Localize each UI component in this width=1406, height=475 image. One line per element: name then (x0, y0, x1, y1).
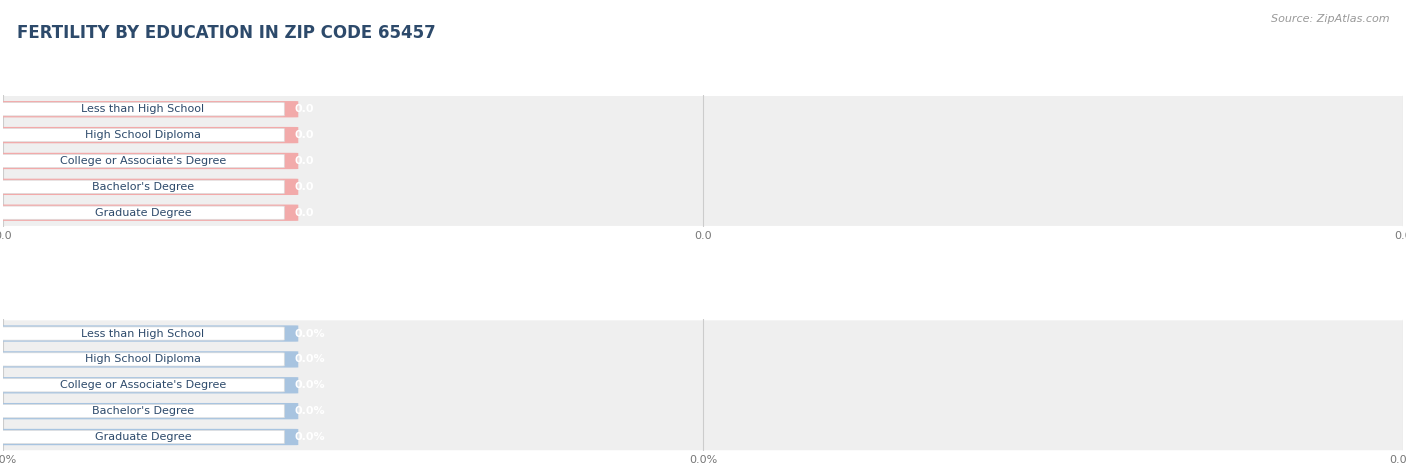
FancyBboxPatch shape (1, 327, 284, 340)
FancyBboxPatch shape (1, 180, 284, 193)
Text: Graduate Degree: Graduate Degree (94, 208, 191, 218)
Text: High School Diploma: High School Diploma (84, 354, 201, 364)
FancyBboxPatch shape (1, 405, 284, 418)
FancyBboxPatch shape (1, 430, 284, 444)
Text: 0.0: 0.0 (294, 208, 314, 218)
FancyBboxPatch shape (1, 103, 284, 116)
Text: College or Associate's Degree: College or Associate's Degree (59, 156, 226, 166)
FancyBboxPatch shape (0, 351, 298, 368)
Text: 0.0: 0.0 (294, 156, 314, 166)
Text: 0.0%: 0.0% (294, 354, 325, 364)
Text: 0.0%: 0.0% (294, 406, 325, 416)
FancyBboxPatch shape (0, 153, 298, 169)
FancyBboxPatch shape (0, 346, 1406, 372)
FancyBboxPatch shape (0, 200, 1406, 226)
FancyBboxPatch shape (0, 127, 298, 143)
FancyBboxPatch shape (0, 320, 1406, 347)
FancyBboxPatch shape (1, 129, 284, 142)
Text: 0.0: 0.0 (294, 130, 314, 140)
FancyBboxPatch shape (1, 353, 284, 366)
Text: Bachelor's Degree: Bachelor's Degree (91, 182, 194, 192)
Text: Less than High School: Less than High School (82, 104, 204, 114)
FancyBboxPatch shape (1, 206, 284, 219)
FancyBboxPatch shape (0, 429, 298, 445)
Text: 0.0%: 0.0% (294, 432, 325, 442)
Text: 0.0: 0.0 (294, 182, 314, 192)
Text: Graduate Degree: Graduate Degree (94, 432, 191, 442)
FancyBboxPatch shape (0, 148, 1406, 174)
FancyBboxPatch shape (0, 403, 298, 419)
FancyBboxPatch shape (0, 205, 298, 221)
FancyBboxPatch shape (0, 96, 1406, 123)
FancyBboxPatch shape (0, 377, 298, 393)
Text: 0.0: 0.0 (294, 104, 314, 114)
FancyBboxPatch shape (0, 325, 298, 342)
Text: High School Diploma: High School Diploma (84, 130, 201, 140)
FancyBboxPatch shape (1, 154, 284, 168)
FancyBboxPatch shape (1, 379, 284, 392)
FancyBboxPatch shape (0, 122, 1406, 148)
FancyBboxPatch shape (0, 174, 1406, 200)
FancyBboxPatch shape (0, 424, 1406, 450)
Text: FERTILITY BY EDUCATION IN ZIP CODE 65457: FERTILITY BY EDUCATION IN ZIP CODE 65457 (17, 24, 436, 42)
Text: Less than High School: Less than High School (82, 329, 204, 339)
Text: 0.0%: 0.0% (294, 329, 325, 339)
Text: 0.0%: 0.0% (294, 380, 325, 390)
Text: Bachelor's Degree: Bachelor's Degree (91, 406, 194, 416)
Text: Source: ZipAtlas.com: Source: ZipAtlas.com (1271, 14, 1389, 24)
FancyBboxPatch shape (0, 179, 298, 195)
FancyBboxPatch shape (0, 398, 1406, 424)
FancyBboxPatch shape (0, 372, 1406, 399)
Text: College or Associate's Degree: College or Associate's Degree (59, 380, 226, 390)
FancyBboxPatch shape (0, 101, 298, 117)
